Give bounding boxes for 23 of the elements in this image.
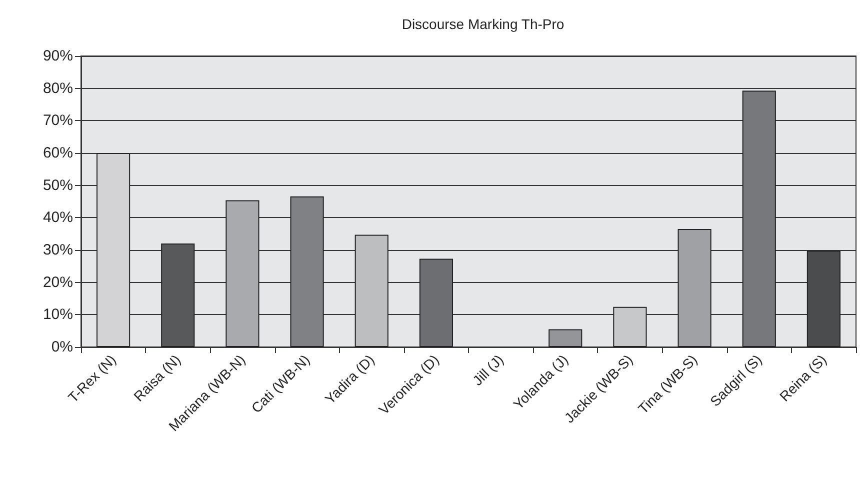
y-tick-label: 40%: [42, 209, 73, 226]
bar: [678, 228, 712, 347]
y-tick-label: 30%: [42, 242, 73, 258]
bar: [226, 200, 260, 347]
bar: [806, 250, 840, 347]
y-tick-label: 60%: [42, 144, 73, 162]
x-tick-label: Jill (J): [469, 351, 506, 388]
y-tick-label: 50%: [42, 176, 73, 194]
bar: [419, 258, 453, 347]
bar: [161, 244, 195, 347]
bar: [742, 90, 776, 347]
bar: [290, 196, 324, 347]
y-tick-label: 20%: [42, 274, 73, 291]
y-tick-label: 10%: [42, 306, 73, 324]
y-tick-label: 70%: [42, 112, 73, 130]
y-tick-label: 0%: [51, 338, 73, 356]
bar: [354, 234, 388, 347]
chart-title: Discourse Marking Th-Pro: [402, 16, 564, 32]
y-tick-label: 90%: [42, 48, 73, 64]
bar: [96, 153, 130, 347]
bar: [613, 306, 647, 347]
bar: [548, 329, 582, 347]
y-tick-label: 80%: [42, 80, 73, 97]
